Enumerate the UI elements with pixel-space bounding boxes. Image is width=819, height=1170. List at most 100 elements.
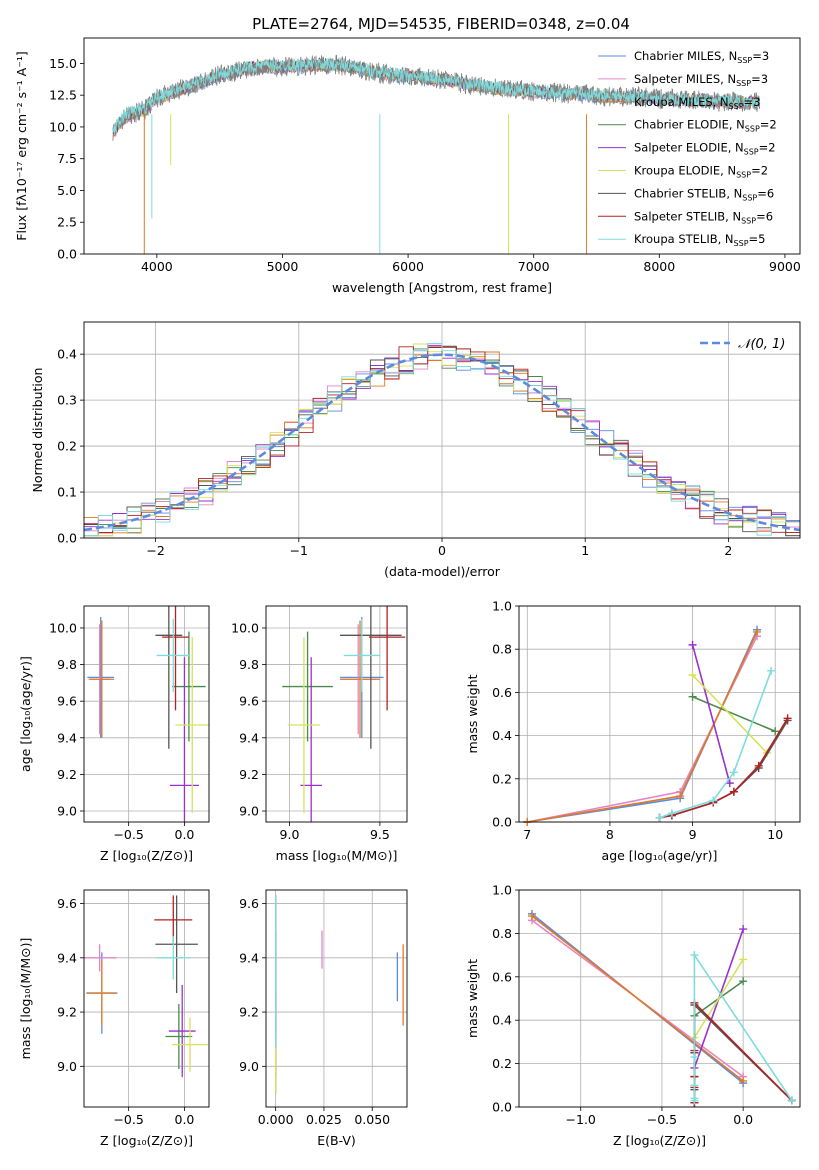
y-tick-label: 0.0: [492, 815, 512, 830]
weight-marker: [655, 813, 664, 822]
x-tick-label: 8000: [643, 259, 675, 274]
x-axis-label: Z [log₁₀(Z/Z⊙)]: [100, 848, 193, 863]
errorbar-point: [84, 944, 117, 972]
legend-label: 𝒩(0, 1): [738, 337, 785, 352]
y-tick-label: 0.0: [492, 1100, 512, 1115]
spectrum-lines: [112, 54, 760, 254]
x-tick-label: 0.025: [306, 1112, 342, 1127]
y-tick-label: 0.2: [57, 439, 77, 454]
weight-line: [692, 674, 768, 754]
x-tick-label: 9.0: [280, 827, 300, 842]
y-tick-label: 10.0: [49, 119, 77, 134]
weight-marker: [690, 1081, 699, 1090]
y-tick-label: 9.2: [239, 767, 259, 782]
residual-histograms: [84, 343, 800, 537]
y-tick-label: 9.4: [57, 950, 77, 965]
residual-legend: 𝒩(0, 1): [700, 337, 785, 352]
x-tick-label: −1.0: [566, 1112, 596, 1127]
spectrum-kroupa-stelib-line: [112, 57, 760, 136]
y-tick-label: 0.6: [492, 685, 512, 700]
age-vs-Z-frame: [83, 605, 210, 823]
y-tick-label: 5.0: [57, 183, 77, 198]
errorbar-point: [168, 984, 196, 1078]
legend-label: Salpeter STELIB, NSSP=6: [634, 209, 773, 225]
x-axis-label: E(B-V): [317, 1133, 356, 1148]
y-tick-label: 0.4: [57, 347, 77, 362]
y-tick-label: 1.0: [492, 599, 512, 614]
y-tick-label: 9.0: [239, 1059, 259, 1074]
x-tick-label: 1: [581, 543, 589, 558]
errorbar-point: [172, 1017, 208, 1072]
weight-marker: [690, 1053, 699, 1062]
x-tick-label: 0.000: [258, 1112, 294, 1127]
y-tick-label: 9.0: [57, 804, 77, 819]
y-tick-label: 1.0: [492, 883, 512, 898]
mass-vs-Z-points: [84, 895, 208, 1078]
errorbar-point: [340, 620, 380, 738]
x-tick-label: 9000: [769, 259, 801, 274]
weight-marker: [739, 1076, 748, 1085]
y-tick-label: 9.2: [239, 1005, 259, 1020]
x-tick-label: 10: [767, 827, 783, 842]
errorbar-point: [162, 606, 189, 711]
x-tick-label: −0.5: [647, 1112, 677, 1127]
mass-vs-EBV-frame: [265, 889, 408, 1108]
weight-marker: [787, 1096, 796, 1105]
x-tick-label: 0.0: [175, 827, 195, 842]
x-tick-label: 0.0: [175, 1112, 195, 1127]
y-tick-label: 0.3: [57, 393, 77, 408]
y-tick-label: 12.5: [49, 88, 77, 103]
weight-marker: [729, 768, 738, 777]
x-axis-label: wavelength [Angstrom, rest frame]: [332, 280, 552, 295]
y-tick-label: 7.5: [57, 151, 77, 166]
y-tick-label: 9.6: [57, 694, 77, 709]
weight-marker: [676, 792, 685, 801]
y-tick-label: 0.1: [57, 485, 77, 500]
weight-marker: [754, 761, 763, 770]
y-axis-label: Normed distribution: [30, 368, 45, 493]
y-tick-label: 9.6: [57, 896, 77, 911]
errorbar-point: [156, 936, 191, 980]
y-tick-label: 0.4: [492, 1013, 512, 1028]
x-tick-label: 8: [606, 827, 614, 842]
age-vs-mass-axes: 9.0 9.5 9.0 9.2 9.4 9.6 9.8 10.0 mass [log₁₀(M/M…: [231, 606, 407, 863]
y-tick-label: 9.2: [57, 767, 77, 782]
residual-histogram: [84, 343, 800, 537]
x-tick-label: 2: [724, 543, 732, 558]
figure-title: PLATE=2764, MJD=54535, FIBERID=0348, z=0…: [252, 15, 630, 33]
weight-vs-age-frame: [518, 605, 801, 823]
y-tick-label: 9.0: [57, 1059, 77, 1074]
y-axis-label: mass weight: [465, 959, 480, 1038]
spectrum-frame: [83, 37, 801, 255]
weight-marker: [767, 666, 776, 675]
y-axis-label: mass weight: [465, 674, 480, 753]
y-axis-label: mass [log₁₀(M/M⊙)]: [18, 938, 33, 1060]
weight-vs-Z-frame: [518, 889, 801, 1108]
residuals-frame: [83, 321, 801, 539]
weight-line: [692, 695, 776, 733]
y-tick-label: 2.5: [57, 215, 77, 230]
y-tick-label: 9.6: [239, 694, 259, 709]
y-tick-label: 9.4: [239, 730, 259, 745]
weight-vs-Z-lines: [527, 909, 796, 1107]
x-axis-label: mass [log₁₀(M/M⊙)]: [276, 848, 398, 863]
age-vs-mass-points: [282, 606, 406, 822]
weight-marker: [729, 787, 738, 796]
weight-marker: [783, 714, 792, 723]
x-tick-label: 7: [523, 827, 531, 842]
y-tick-label: 0.2: [492, 1056, 512, 1071]
y-tick-label: 10.0: [49, 620, 77, 635]
legend-label: Kroupa STELIB, NSSP=5: [634, 232, 765, 248]
errorbar-point: [155, 606, 183, 749]
errorbar-point: [165, 1003, 193, 1070]
y-tick-label: 0.2: [492, 771, 512, 786]
normal-curve: [84, 353, 800, 532]
x-tick-label: 9: [689, 827, 697, 842]
errorbar-point: [340, 606, 402, 749]
y-tick-label: 0.8: [492, 642, 512, 657]
weight-marker: [709, 796, 718, 805]
weight-marker: [771, 727, 780, 736]
legend-label: Chabrier STELIB, NSSP=6: [634, 186, 774, 202]
errorbar-point: [156, 618, 191, 693]
